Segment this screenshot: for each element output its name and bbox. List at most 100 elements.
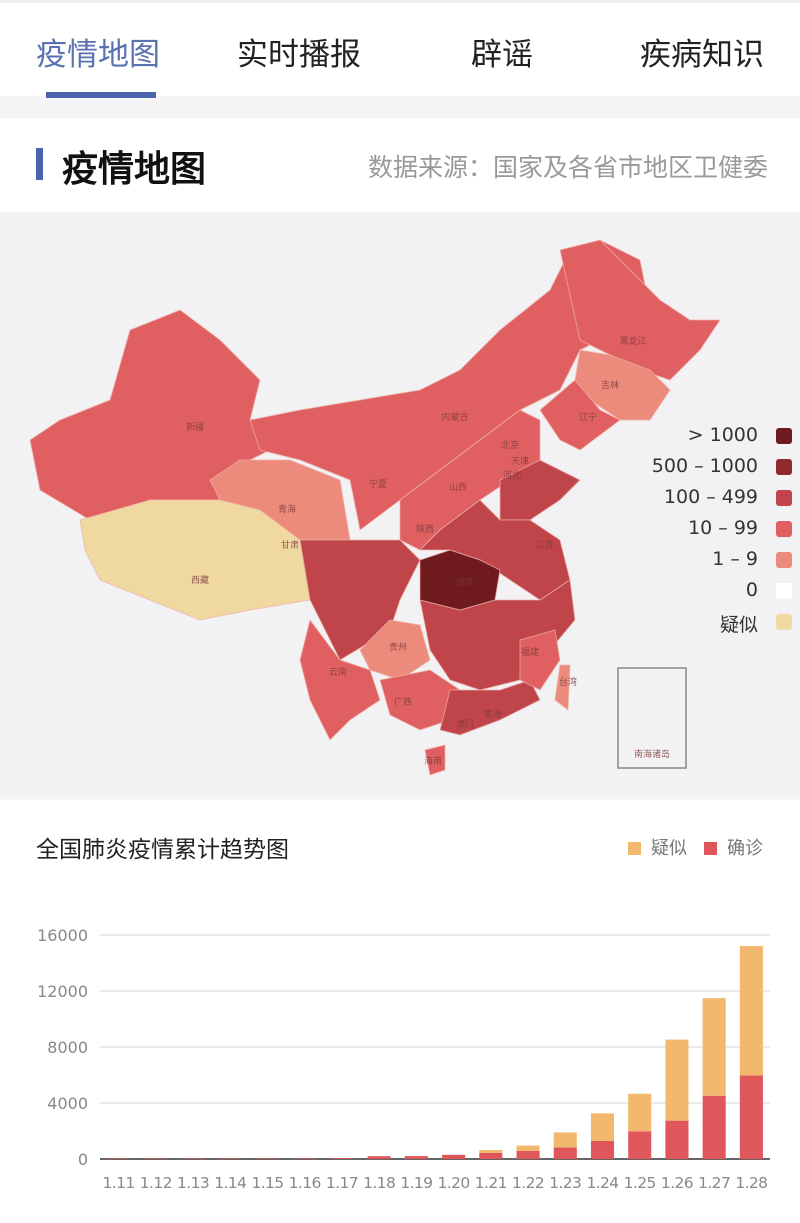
bar-confirmed[interactable]	[442, 1154, 466, 1159]
legend-swatch	[704, 842, 717, 855]
region-hubei[interactable]	[419, 549, 501, 611]
province-label: 黑龙江	[619, 335, 646, 347]
bar-suspected[interactable]	[665, 1039, 689, 1121]
province-label: 香港	[484, 708, 502, 720]
bar-confirmed[interactable]	[367, 1156, 391, 1159]
tab-epidemic-map[interactable]: 疫情地图	[36, 37, 160, 73]
section-accent-bar	[36, 148, 43, 180]
legend-label: 确诊	[727, 838, 763, 859]
province-label: 南海诸岛	[634, 748, 670, 760]
bar-confirmed[interactable]	[590, 1140, 615, 1159]
stacked-bar-chart: 0 4000 8000 12000 16000 1.11 1.12 1.13 1.14 1.15 1…	[37, 926, 770, 1192]
region-fujian[interactable]	[519, 629, 561, 691]
epidemic-map[interactable]: 新疆 西藏 青海 甘肃 宁夏 内蒙古 黑龙江 吉林 辽宁 北京 天津 河北 山西 陕西 湖北 贵州 云南 广西 福建…	[0, 212, 800, 796]
province-label: 云南	[329, 666, 347, 678]
province-label: 天津	[511, 456, 529, 467]
province-label: 北京	[501, 439, 519, 451]
legend-label: > 1000	[687, 424, 758, 446]
legend-label: 1 – 9	[712, 548, 758, 570]
bar-suspected[interactable]	[553, 1132, 577, 1148]
region-yunnan[interactable]	[299, 618, 381, 741]
legend-item[interactable]: 10 – 99	[600, 515, 800, 543]
y-tick-label: 8000	[47, 1038, 88, 1057]
bar-confirmed[interactable]	[553, 1147, 577, 1159]
legend-item[interactable]: 500 – 1000	[600, 453, 800, 481]
bar-confirmed[interactable]	[107, 1158, 131, 1159]
bar-suspected[interactable]	[516, 1145, 540, 1152]
chart-title: 全国肺炎疫情累计趋势图	[36, 837, 289, 863]
y-tick-label: 12000	[37, 982, 88, 1001]
x-tick-label: 1.25	[624, 1174, 656, 1192]
bar-suspected[interactable]	[739, 946, 763, 1076]
legend-item[interactable]: 1 – 9	[600, 546, 800, 574]
province-label: 西藏	[191, 574, 209, 586]
province-label: 吉林	[601, 379, 619, 391]
region-xizang[interactable]	[79, 499, 311, 621]
bar-confirmed[interactable]	[516, 1151, 540, 1159]
bar-confirmed[interactable]	[739, 1075, 763, 1159]
south-sea-islands-inset	[617, 667, 687, 769]
x-tick-label: 1.12	[140, 1174, 172, 1192]
legend-swatch	[776, 490, 792, 506]
y-tick-label: 4000	[47, 1094, 88, 1113]
bar-confirmed[interactable]	[479, 1152, 503, 1159]
region-liaoning[interactable]	[539, 379, 621, 451]
section-header: 疫情地图 数据来源：国家及各省市地区卫健委	[0, 118, 800, 212]
region-hainan[interactable]	[424, 744, 446, 776]
x-tick-label: 1.13	[177, 1174, 209, 1192]
bar-suspected[interactable]	[628, 1093, 652, 1132]
x-tick-label: 1.18	[363, 1174, 395, 1192]
province-label: 新疆	[186, 421, 204, 433]
bar-confirmed[interactable]	[144, 1158, 168, 1159]
legend-confirmed[interactable]: 确诊	[704, 834, 763, 860]
province-label: 广西	[394, 696, 412, 708]
legend-item[interactable]: > 1000	[600, 422, 800, 450]
tab-rumor[interactable]: 辟谣	[471, 37, 533, 73]
legend-label: 0	[745, 579, 758, 601]
province-label: 内蒙古	[441, 411, 468, 423]
legend-item[interactable]: 疑似	[600, 608, 800, 636]
bar-confirmed[interactable]	[665, 1120, 689, 1159]
legend-swatch	[776, 459, 792, 475]
region-taiwan[interactable]	[554, 664, 571, 711]
legend-item[interactable]: 100 – 499	[600, 484, 800, 512]
x-tick-label: 1.27	[698, 1174, 730, 1192]
bar-suspected[interactable]	[590, 1113, 615, 1141]
province-label: 台湾	[559, 676, 577, 688]
region-heilongjiang[interactable]	[559, 239, 721, 381]
bar-confirmed[interactable]	[255, 1158, 280, 1159]
bar-confirmed[interactable]	[218, 1158, 242, 1159]
bar-suspected[interactable]	[479, 1150, 503, 1153]
bar-suspected[interactable]	[702, 998, 726, 1096]
legend-swatch	[628, 842, 641, 855]
trend-chart-panel: 全国肺炎疫情累计趋势图 疑似 确诊 0 4000 8000 12000 16000 1.1…	[0, 800, 800, 1223]
province-label: 贵州	[389, 641, 407, 653]
x-tick-label: 1.15	[251, 1174, 283, 1192]
legend-label: 100 – 499	[663, 486, 758, 508]
legend-item[interactable]: 0	[600, 577, 800, 605]
legend-swatch	[776, 614, 792, 630]
data-source: 数据来源：国家及各省市地区卫健委	[367, 153, 768, 182]
bar-confirmed[interactable]	[330, 1158, 354, 1159]
province-label: 陕西	[416, 523, 434, 535]
legend-suspected[interactable]: 疑似	[628, 834, 687, 860]
legend-label: 疑似	[651, 838, 687, 859]
tab-live-report[interactable]: 实时播报	[237, 37, 361, 73]
province-label: 辽宁	[579, 411, 597, 423]
bar-confirmed[interactable]	[293, 1158, 317, 1159]
region-guangdong[interactable]	[439, 679, 541, 736]
legend-label: 疑似	[719, 614, 758, 636]
y-tick-label: 16000	[37, 926, 88, 945]
province-label: 福建	[521, 646, 539, 658]
bar-confirmed[interactable]	[404, 1156, 428, 1159]
province-label: 甘肃	[281, 539, 299, 551]
bar-confirmed[interactable]	[702, 1095, 726, 1159]
province-label: 海南	[424, 755, 442, 767]
tab-disease-knowledge[interactable]: 疾病知识	[640, 37, 764, 73]
bar-confirmed[interactable]	[181, 1158, 205, 1159]
bar-confirmed[interactable]	[628, 1131, 652, 1159]
legend-label: 500 – 1000	[651, 455, 758, 477]
x-tick-label: 1.23	[549, 1174, 581, 1192]
province-label: 宁夏	[369, 478, 387, 490]
